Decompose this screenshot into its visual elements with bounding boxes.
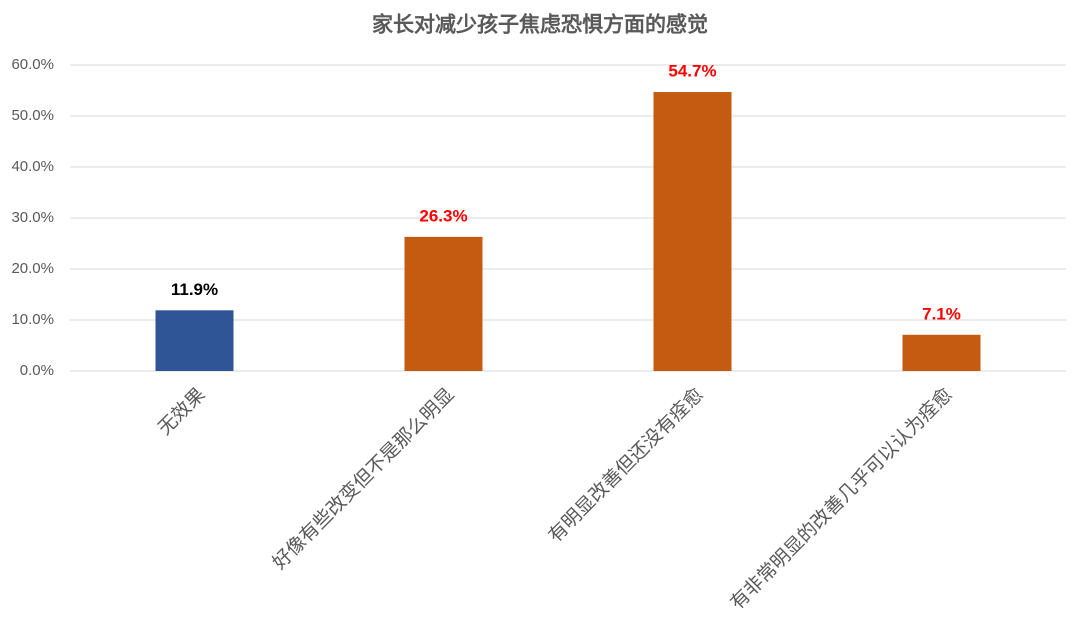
- x-tick-label: 有明显改善但还没有痊愈: [544, 384, 707, 547]
- chart-title: 家长对减少孩子焦虑恐惧方面的感觉: [372, 13, 708, 37]
- bar: [653, 92, 732, 371]
- x-tick-label: 无效果: [154, 384, 210, 440]
- value-label: 26.3%: [419, 206, 467, 225]
- x-tick-label: 好像有些改变但不是那么明显: [268, 384, 458, 574]
- y-tick-label: 50.0%: [11, 107, 54, 124]
- value-label: 11.9%: [171, 280, 218, 299]
- y-tick-label: 30.0%: [11, 209, 54, 226]
- bar: [902, 334, 981, 371]
- y-tick-label: 20.0%: [11, 260, 54, 277]
- bar: [155, 310, 234, 371]
- value-label: 7.1%: [922, 304, 961, 323]
- x-tick-label: 有非常明显的改善几乎可以认为痊愈: [726, 384, 957, 615]
- value-label: 54.7%: [668, 62, 716, 81]
- y-tick-label: 60.0%: [11, 56, 54, 73]
- y-tick-label: 10.0%: [11, 311, 54, 328]
- y-tick-label: 0.0%: [20, 362, 54, 379]
- bar: [404, 236, 483, 371]
- y-tick-label: 40.0%: [11, 158, 54, 175]
